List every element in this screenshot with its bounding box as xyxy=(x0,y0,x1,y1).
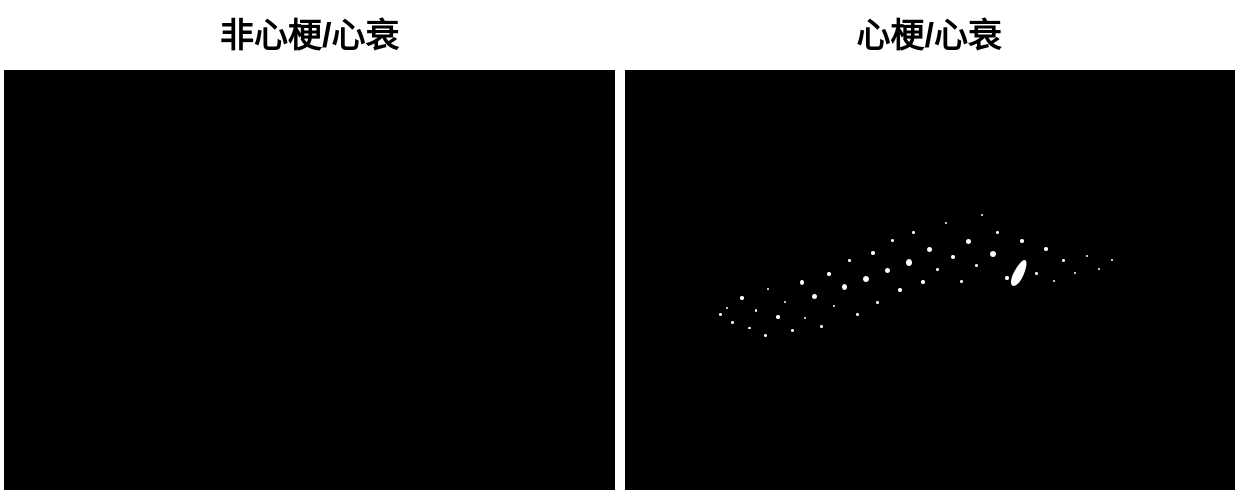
fluorescent-speck xyxy=(927,247,932,252)
fluorescent-speck xyxy=(945,222,947,224)
fluorescent-speck xyxy=(740,296,744,300)
fluorescent-speck xyxy=(1035,272,1038,275)
left-panel-image xyxy=(8,74,611,486)
fluorescent-speck xyxy=(996,231,999,234)
fluorescent-speck xyxy=(951,255,955,259)
right-panel-image xyxy=(629,74,1232,486)
fluorescent-speck xyxy=(1005,276,1009,280)
fluorescent-speck xyxy=(748,327,751,329)
fluorescent-speck xyxy=(804,317,806,319)
fluorescent-speck xyxy=(856,313,859,316)
fluorescent-speck xyxy=(966,239,971,244)
fluorescent-speck xyxy=(990,251,996,257)
right-panel-title: 心梗/心衰 xyxy=(620,0,1239,70)
left-panel-title: 非心梗/心衰 xyxy=(0,0,620,70)
fluorescent-speck xyxy=(791,329,794,332)
right-panel xyxy=(625,70,1236,490)
fluorescent-speck xyxy=(764,334,767,337)
titles-row: 非心梗/心衰 心梗/心衰 xyxy=(0,0,1239,70)
fluorescent-speck xyxy=(891,239,894,242)
fluorescent-speck xyxy=(755,309,757,312)
fluorescent-speck xyxy=(827,272,831,276)
fluorescent-speck xyxy=(1074,272,1076,274)
fluorescent-speck xyxy=(1086,255,1088,257)
fluorescent-speck xyxy=(885,268,890,273)
fluorescent-speck xyxy=(906,259,912,266)
fluorescent-speck xyxy=(1053,280,1055,282)
left-panel xyxy=(4,70,615,490)
fluorescent-speck xyxy=(731,321,734,324)
fluorescent-speck xyxy=(726,307,728,309)
fluorescent-speck xyxy=(1020,239,1024,243)
fluorescent-speck xyxy=(876,301,879,304)
fluorescent-speck xyxy=(981,214,983,216)
fluorescent-speck xyxy=(767,288,769,290)
fluorescent-speck xyxy=(776,315,780,319)
fluorescent-speck xyxy=(848,259,851,262)
fluorescent-speck xyxy=(842,284,847,290)
fluorescent-speck xyxy=(812,294,817,299)
fluorescent-speck xyxy=(975,264,978,267)
fluorescent-speck xyxy=(898,288,902,292)
fluorescent-speck xyxy=(719,313,722,316)
fluorescent-speck xyxy=(784,301,786,303)
fluorescent-speck xyxy=(936,268,939,271)
fluorescent-speck xyxy=(863,276,869,282)
fluorescent-speck xyxy=(912,231,915,234)
panels-row xyxy=(0,70,1239,490)
fluorescent-speck xyxy=(960,280,963,283)
comparison-figure: 非心梗/心衰 心梗/心衰 xyxy=(0,0,1239,502)
fluorescent-speck xyxy=(1111,259,1113,261)
fluorescent-speck xyxy=(871,251,875,255)
fluorescent-speck xyxy=(1008,259,1030,287)
fluorescent-speck xyxy=(1062,259,1065,262)
fluorescent-speck xyxy=(833,305,835,307)
fluorescent-speck xyxy=(921,280,925,284)
fluorescent-speck xyxy=(820,325,823,328)
fluorescent-speck xyxy=(1098,268,1100,270)
fluorescent-speck xyxy=(800,280,804,285)
fluorescent-speck xyxy=(1044,247,1048,251)
